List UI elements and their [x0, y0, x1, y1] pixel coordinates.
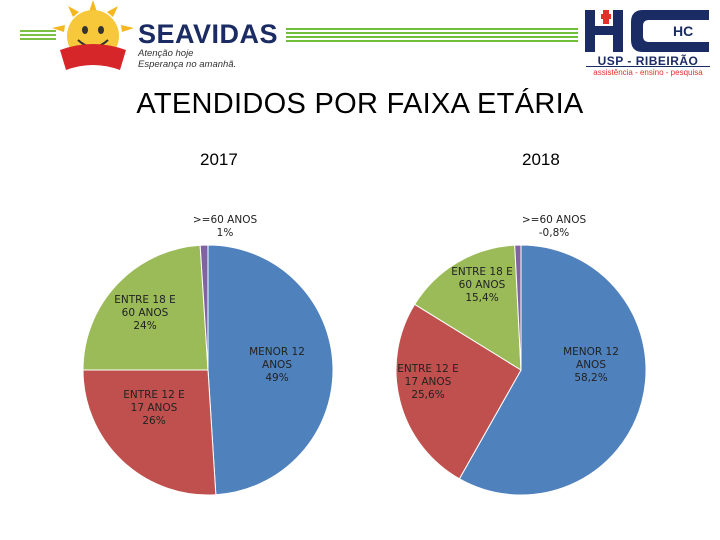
data-label-2017-entre12_17: ENTRE 12 E 17 ANOS 26% [123, 389, 185, 427]
brand-tagline-2: Esperança no amanhã. [138, 59, 237, 70]
hc-tagline: assistência - ensino - pesquisa [593, 68, 703, 77]
brand: SEAVIDAS Atenção hoje Esperança no amanh… [138, 20, 278, 70]
data-label-2017-menor12: MENOR 12 ANOS 49% [249, 346, 305, 384]
pie-slice-2018-menor12 [458, 244, 647, 496]
page-title: ATENDIDOS POR FAIXA ETÁRIA [136, 88, 584, 120]
hc-subtitle: USP - RIBEIRÃO [597, 54, 699, 68]
data-label-2018-entre18_60: ENTRE 18 E 60 ANOS 15,4% [451, 266, 513, 304]
brand-tagline-1: Atenção hoje [138, 48, 194, 59]
pie-slice-2017-menor12 [207, 244, 334, 496]
data-label-2018-entre12_17: ENTRE 12 E 17 ANOS 25,6% [397, 363, 459, 401]
hc-logo: HC [585, 10, 709, 52]
data-label-2018-menor12: MENOR 12 ANOS 58,2% [563, 346, 619, 384]
seavidas-sun-logo [52, 0, 134, 70]
pie-slice-2018-entre18_60 [413, 244, 522, 371]
header: SEAVIDAS Atenção hoje Esperança no amanh… [0, 0, 720, 80]
pie-slice-2018-entre12_17 [395, 303, 522, 480]
decorative-stripes [286, 28, 578, 42]
pie-slice-2018-maior60 [514, 244, 522, 371]
decorative-stripes [20, 30, 56, 42]
pie-slice-2017-entre12_17 [82, 369, 217, 496]
data-label-2017-maior60: >=60 ANOS 1% [193, 214, 258, 239]
brand-name: SEAVIDAS [138, 19, 279, 49]
data-label-2018-maior60: >=60 ANOS -0,8% [522, 214, 587, 239]
chart-title-2018: 2018 [522, 150, 560, 169]
pie-slice-2017-maior60 [199, 244, 209, 371]
data-label-2017-entre18_60: ENTRE 18 E 60 ANOS 24% [114, 294, 176, 332]
pie-slice-2017-entre18_60 [82, 244, 209, 371]
hc-logo-text: HC [673, 23, 693, 39]
divider [586, 66, 710, 67]
chart-title-2017: 2017 [200, 150, 238, 169]
